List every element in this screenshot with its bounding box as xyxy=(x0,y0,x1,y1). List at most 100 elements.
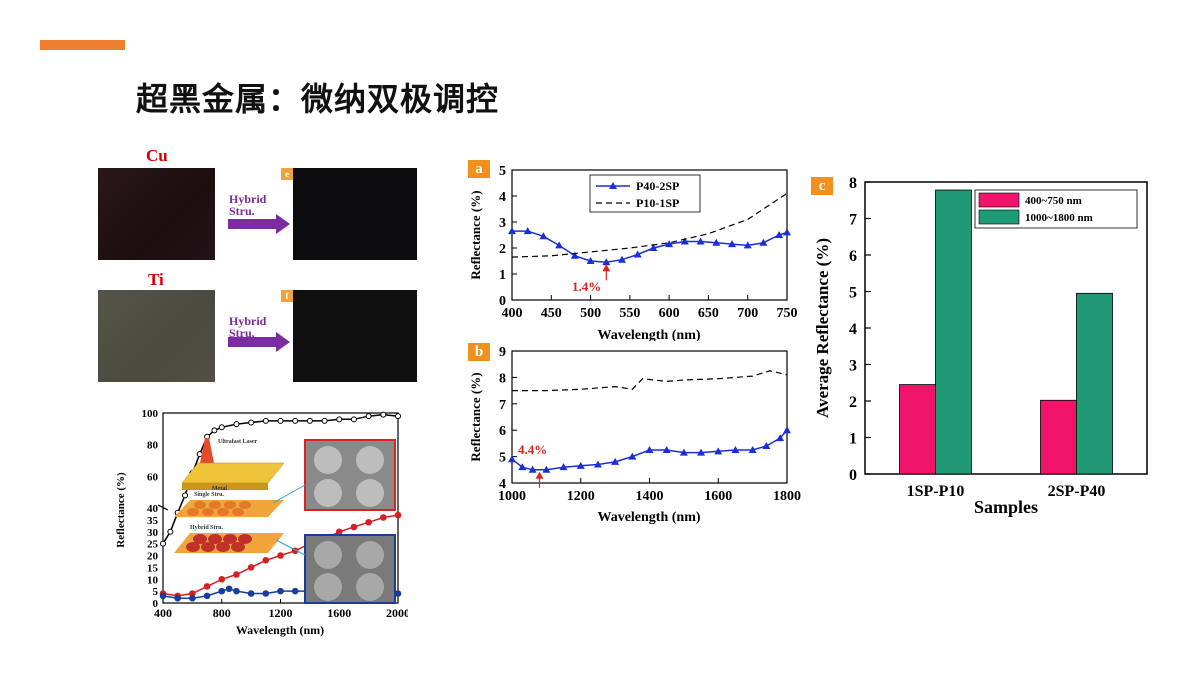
c-legend-series-2: 1000~1800 nm xyxy=(1025,212,1093,224)
cu-treated-photo xyxy=(293,168,417,260)
a-series-line-2 xyxy=(511,192,788,258)
a-point xyxy=(696,237,705,245)
inset-illustration: Ultrafast Laser Metal Single Stru. Hybri… xyxy=(174,438,396,604)
bl-ytick-label: 10 xyxy=(147,574,159,586)
connector-line-2 xyxy=(275,539,306,556)
accent-bar xyxy=(40,40,125,50)
c-legend: 400~750 nm 1000~1800 nm xyxy=(974,189,1138,229)
arrow-icon-ti xyxy=(228,332,290,352)
chart-c: 0 1 2 3 4 5 6 7 8 1SP-P10 2SP-P40 400~750 nm 1000~… xyxy=(813,175,1148,517)
a-ytick-label: 4 xyxy=(499,190,506,205)
a-point xyxy=(633,250,642,258)
bl-point xyxy=(335,528,343,536)
a-point xyxy=(555,241,564,249)
b-ytick-label: 5 xyxy=(499,451,506,466)
a-legend-series-2: P10-1SP xyxy=(636,196,679,210)
b-plot-frame xyxy=(511,350,788,484)
c-ytick-label: 2 xyxy=(849,394,857,411)
bl-ytick-label: 5 xyxy=(153,586,159,598)
bl-xtick-label: 1600 xyxy=(327,606,351,620)
a-ylabel: Reflectance (%) xyxy=(468,190,483,279)
bl-point xyxy=(291,587,299,595)
connector-line-1 xyxy=(272,484,306,504)
b-point xyxy=(542,465,551,473)
arrow-icon-cu xyxy=(228,214,290,234)
b-xtick-label: 1400 xyxy=(636,489,664,504)
b-point xyxy=(697,448,706,456)
metal-label: Metal xyxy=(212,486,227,492)
bl-point xyxy=(394,511,402,519)
a-point xyxy=(712,238,721,246)
b-point xyxy=(518,463,527,471)
c-ytick-label: 4 xyxy=(849,321,857,338)
bl-ytick-label: 0 xyxy=(153,598,159,610)
bl-ytick-label: 15 xyxy=(147,562,159,574)
a-point xyxy=(539,232,548,240)
b-point xyxy=(679,448,688,456)
bl-point xyxy=(247,590,255,597)
a-point xyxy=(665,240,674,248)
b-point xyxy=(611,457,620,465)
b-annotation: 4.4% xyxy=(518,442,547,457)
a-xtick-label: 400 xyxy=(502,306,523,321)
bl-point xyxy=(262,556,270,564)
bl-ytick-label: 20 xyxy=(147,551,159,563)
arrow-text-ti-1: Hybrid xyxy=(229,314,267,328)
bl-point xyxy=(167,528,174,535)
b-point xyxy=(645,446,654,453)
bl-point xyxy=(321,417,328,424)
a-point xyxy=(783,228,791,236)
c-bar-2-2 xyxy=(1076,292,1113,475)
b-ytick-label: 7 xyxy=(499,398,506,413)
a-xtick-label: 700 xyxy=(737,306,758,321)
bl-xtick-label: 800 xyxy=(213,606,231,620)
b-point xyxy=(593,460,602,468)
chart-b: 1000 1200 1400 1600 1800 4 5 6 7 8 9 4.4% Waveleng… xyxy=(468,345,801,525)
b-point xyxy=(559,463,568,471)
b-xtick-label: 1600 xyxy=(704,489,732,504)
a-ytick-label: 0 xyxy=(499,294,506,309)
b-xlabel: Wavelength (nm) xyxy=(597,510,700,525)
arrow-text-ti-2: Stru. xyxy=(229,326,255,340)
bl-point xyxy=(277,417,284,424)
c-ytick-label: 7 xyxy=(849,212,857,229)
a-ytick-label: 2 xyxy=(499,242,506,257)
c-xlabel: Samples xyxy=(974,497,1038,517)
a-xtick-label: 500 xyxy=(580,306,601,321)
b-point xyxy=(528,465,537,473)
tag-f: f xyxy=(281,290,293,302)
bl-point xyxy=(160,540,166,547)
a-xtick-label: 750 xyxy=(777,306,798,321)
metal-block-icon xyxy=(181,462,285,484)
a-point xyxy=(508,227,516,235)
b-xtick-label: 1200 xyxy=(567,489,595,504)
c-bar-1-2 xyxy=(1040,399,1077,475)
bl-ytick-label: 35 xyxy=(147,515,159,527)
b-ytick-label: 6 xyxy=(499,424,506,439)
bl-point xyxy=(292,417,299,424)
bl-point xyxy=(262,417,269,424)
bl-ytick-label: 80 xyxy=(147,440,159,452)
bl-axis-break xyxy=(157,504,169,511)
laser-beam-icon xyxy=(200,438,214,463)
bl-point xyxy=(203,583,211,590)
panel-tag-c: c xyxy=(811,177,833,195)
bl-point xyxy=(174,594,181,602)
bl-xtick-label: 2000 xyxy=(386,606,408,620)
bl-point xyxy=(277,552,284,559)
bl-point xyxy=(380,411,387,418)
bl-point xyxy=(225,585,233,593)
a-legend-series-1: P40-2SP xyxy=(636,179,679,193)
chart-a: 400 450 500 550 600 650 700 750 0 1 2 3 4 5 P40-2SP P… xyxy=(468,164,798,341)
a-ytick-label: 5 xyxy=(499,164,506,179)
bl-point xyxy=(218,575,226,583)
c-category-label: 1SP-P10 xyxy=(907,483,965,500)
bl-point xyxy=(336,416,343,423)
c-ytick-label: 0 xyxy=(849,467,857,484)
a-point xyxy=(570,251,579,259)
bl-point xyxy=(350,523,358,531)
a-ytick-label: 3 xyxy=(499,216,506,231)
c-bar-1-1 xyxy=(899,384,936,475)
b-point xyxy=(776,434,785,442)
b-point xyxy=(731,446,740,453)
